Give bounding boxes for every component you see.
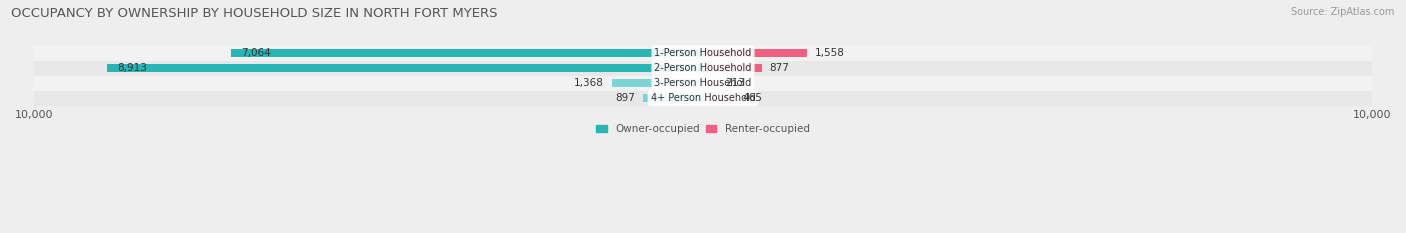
- Text: 8,913: 8,913: [117, 63, 146, 73]
- Bar: [643, 94, 703, 103]
- Text: 213: 213: [725, 78, 745, 88]
- Text: 4+ Person Household: 4+ Person Household: [651, 93, 755, 103]
- Legend: Owner-occupied, Renter-occupied: Owner-occupied, Renter-occupied: [596, 124, 810, 134]
- Bar: [703, 94, 734, 103]
- Bar: [703, 49, 807, 58]
- Bar: [34, 61, 1372, 75]
- Bar: [34, 91, 1372, 106]
- Bar: [612, 79, 703, 87]
- Text: OCCUPANCY BY OWNERSHIP BY HOUSEHOLD SIZE IN NORTH FORT MYERS: OCCUPANCY BY OWNERSHIP BY HOUSEHOLD SIZE…: [11, 7, 498, 20]
- Bar: [703, 64, 762, 72]
- Text: 897: 897: [614, 93, 636, 103]
- Text: 2-Person Household: 2-Person Household: [654, 63, 752, 73]
- Bar: [703, 79, 717, 87]
- Text: 1,558: 1,558: [815, 48, 845, 58]
- Bar: [34, 46, 1372, 61]
- Text: 1,368: 1,368: [574, 78, 603, 88]
- Bar: [107, 64, 703, 72]
- Text: 7,064: 7,064: [240, 48, 270, 58]
- Bar: [231, 49, 703, 58]
- Text: 3-Person Household: 3-Person Household: [654, 78, 752, 88]
- Text: Source: ZipAtlas.com: Source: ZipAtlas.com: [1291, 7, 1395, 17]
- Text: 877: 877: [769, 63, 790, 73]
- Text: 1-Person Household: 1-Person Household: [654, 48, 752, 58]
- Bar: [34, 75, 1372, 91]
- Text: 465: 465: [742, 93, 762, 103]
